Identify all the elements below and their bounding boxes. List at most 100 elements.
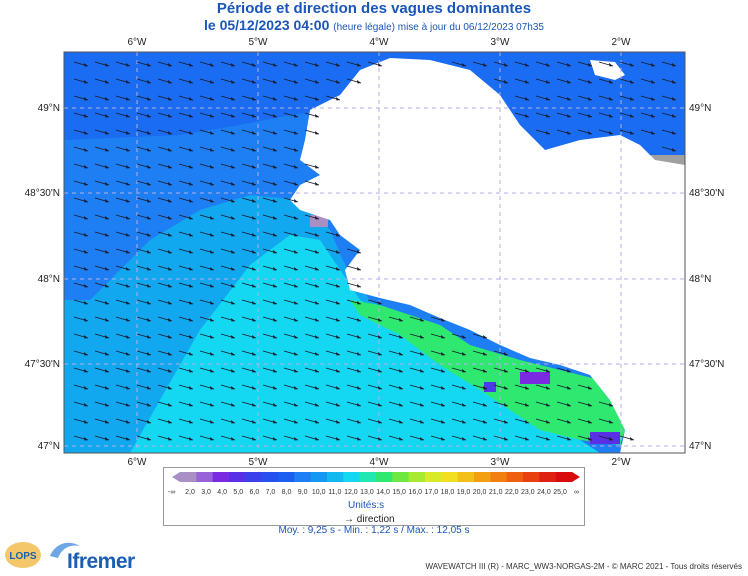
direction-arrowhead [588,63,592,67]
direction-arrowhead [336,301,340,305]
direction-arrowhead [168,352,172,356]
legend-color-swatch [441,472,459,482]
direction-arrowhead [147,437,151,441]
direction-arrowhead [210,301,214,305]
direction-arrowhead [357,403,361,407]
direction-arrowhead [294,267,298,271]
direction-arrowhead [147,403,151,407]
direction-arrowhead [609,420,613,424]
legend-low-symbol: -∞ [168,489,175,496]
direction-arrowhead [294,369,298,373]
direction-arrowhead [84,386,88,390]
direction-arrowhead [651,114,655,118]
legend-color-swatch [425,472,442,482]
direction-arrowhead [336,386,340,390]
direction-arrowhead [420,352,424,356]
direction-arrowhead [231,63,235,67]
lon-label: 5°W [249,457,269,468]
direction-arrowhead [147,148,151,152]
direction-arrowhead [483,437,487,441]
direction-arrowhead [462,420,466,424]
direction-arrowhead [273,284,277,288]
direction-arrowhead [189,114,193,118]
direction-arrowhead [84,250,88,254]
direction-arrowhead [378,63,382,67]
direction-arrowhead [336,420,340,424]
direction-arrowhead [189,216,193,220]
direction-arrowhead [378,301,382,305]
lon-label: 3°W [491,37,511,48]
direction-arrowhead [231,233,235,237]
direction-arrowhead [399,352,403,356]
direction-arrowhead [357,301,361,305]
lat-label: 47°30'N [25,359,60,370]
direction-arrowhead [126,301,130,305]
direction-arrowhead [588,403,592,407]
direction-arrowhead [126,148,130,152]
legend-scale: 2,0 3,0 4,0 5,0 6,0 7,0 8,0 9,0 10,0 11,0 12,0 13,0… [168,472,580,496]
direction-arrowhead [231,335,235,339]
direction-arrowhead [567,386,571,390]
legend-tick-label: 4,0 [217,489,227,496]
direction-arrowhead [168,97,172,101]
direction-arrowhead [315,216,319,220]
direction-arrowhead [105,318,109,322]
direction-arrowhead [231,165,235,169]
direction-arrowhead [105,131,109,135]
direction-arrowhead [273,114,277,118]
direction-arrowhead [315,284,319,288]
legend-arrow-label: direction [356,514,395,525]
direction-arrowhead [147,216,151,220]
legend-tick-label: 8,0 [282,489,292,496]
legend-tick-label: 2,0 [185,489,195,496]
direction-arrowhead [462,335,466,339]
direction-arrowhead [525,369,529,373]
direction-arrowhead [210,233,214,237]
direction-arrowhead [168,250,172,254]
direction-arrowhead [336,352,340,356]
direction-arrowhead [567,369,571,373]
direction-arrowhead [147,199,151,203]
direction-arrowhead [273,301,277,305]
direction-arrowhead [210,403,214,407]
direction-arrowhead [189,386,193,390]
direction-arrowhead [252,267,256,271]
direction-arrowhead [168,165,172,169]
direction-arrowhead [105,403,109,407]
direction-arrowhead [231,403,235,407]
direction-arrowhead [609,114,613,118]
direction-arrowhead [126,335,130,339]
direction-arrowhead [546,114,550,118]
legend-color-swatch [278,472,295,482]
direction-arrowhead [126,284,130,288]
direction-arrowhead [588,97,592,101]
direction-arrowhead [441,437,445,441]
legend-color-swatch [196,472,214,482]
direction-arrowhead [210,165,214,169]
direction-arrowhead [609,80,613,84]
direction-arrowhead [231,114,235,118]
direction-arrowhead [147,369,151,373]
direction-arrowhead [210,250,214,254]
lat-label: 47°N [689,441,711,452]
lon-labels-bottom: 6°W 5°W 4°W 3°W 2°W [128,457,632,468]
direction-arrowhead [168,216,172,220]
direction-arrowhead [294,250,298,254]
legend-color-swatch [506,472,524,482]
color-legend: 2,0 3,0 4,0 5,0 6,0 7,0 8,0 9,0 10,0 11,0 12,0 13,0… [163,467,585,526]
direction-arrowhead [315,97,319,101]
direction-arrowhead [273,97,277,101]
direction-arrowhead [147,352,151,356]
direction-arrowhead [315,369,319,373]
direction-arrowhead [210,352,214,356]
direction-arrowhead [672,131,676,135]
direction-arrowhead [168,284,172,288]
direction-arrowhead [273,182,277,186]
legend-tick-label: 11,0 [328,489,341,496]
direction-arrowhead [588,131,592,135]
direction-arrowhead [315,335,319,339]
direction-arrowhead [84,148,88,152]
direction-arrowhead [231,131,235,135]
legend-tick-label: 18,0 [441,489,455,496]
